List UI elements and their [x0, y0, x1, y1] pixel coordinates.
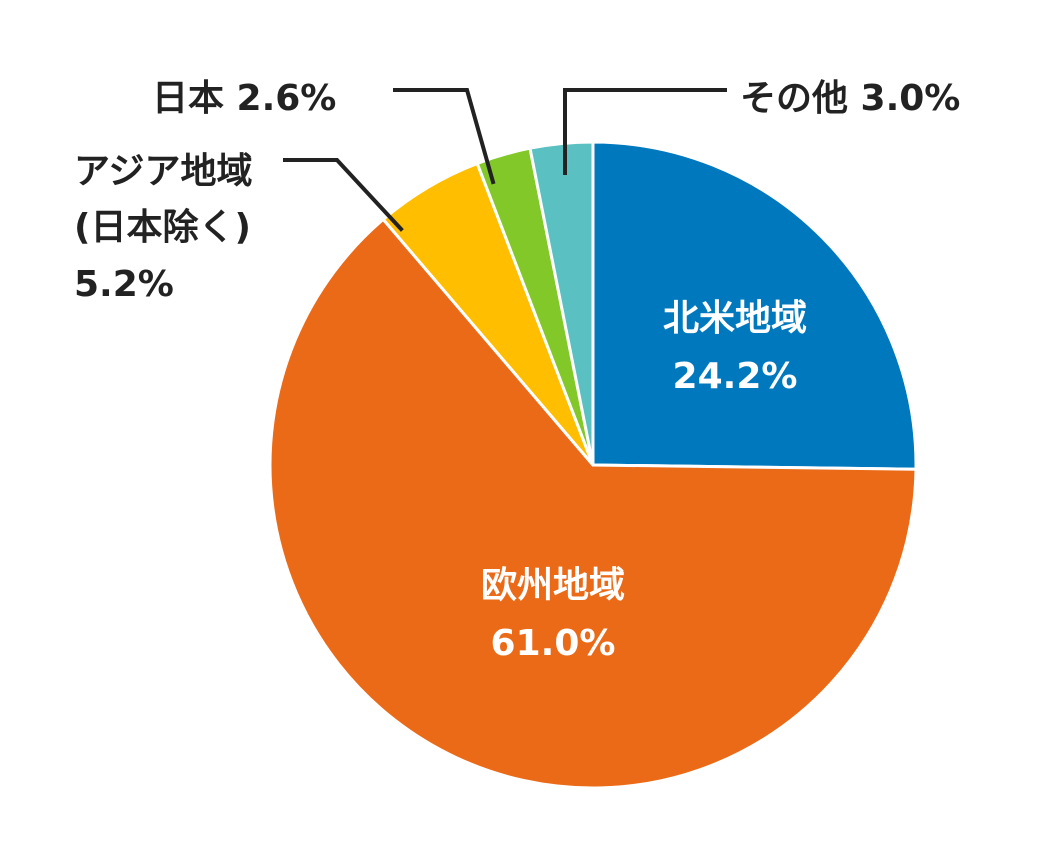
pie-slice-other: [528, 140, 595, 467]
leader-line-other: [563, 88, 727, 175]
north-america-name: 北米地域: [663, 298, 807, 339]
leader-line-asia: [283, 158, 404, 232]
north-america-label: 北米地域: [663, 298, 807, 339]
pie-slices: [268, 140, 918, 790]
pie-slice-europe: [268, 217, 918, 790]
asia-label-line1: アジア地域: [74, 151, 253, 192]
japan-label: 日本 2.6%: [152, 78, 336, 119]
europe-label: 欧州地域: [481, 565, 625, 606]
europe-value: 61.0%: [491, 623, 616, 664]
leader-lines: [283, 88, 727, 232]
leader-line-japan: [393, 88, 496, 185]
other-label: その他 3.0%: [740, 78, 960, 119]
slice-labels: 北米地域 24.2% 欧州地域 61.0% アジア地域 (日本除く) 5.2% …: [74, 78, 960, 664]
asia-label-line2: (日本除く): [74, 207, 251, 248]
north-america-value: 24.2%: [673, 356, 798, 397]
pie-slice-north-america: [591, 140, 918, 471]
asia-value: 5.2%: [74, 264, 174, 305]
